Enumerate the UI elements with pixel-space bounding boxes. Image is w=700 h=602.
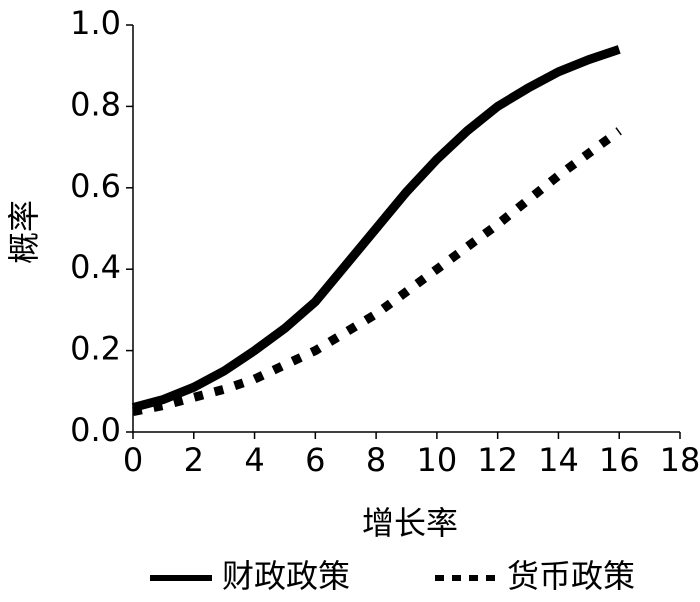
y-tick-label: 0.8: [70, 85, 121, 123]
x-tick-label: 14: [538, 441, 579, 479]
legend-label: 货币政策: [507, 557, 635, 595]
legend-label: 财政政策: [222, 557, 350, 595]
x-tick-label: 18: [660, 441, 700, 479]
series-line: [131, 45, 621, 412]
x-axis-label: 增长率: [362, 504, 458, 542]
x-tick-label: 16: [599, 441, 640, 479]
y-tick-label: 0.6: [70, 167, 121, 205]
x-tick-label: 8: [366, 441, 386, 479]
x-tick-label: 6: [305, 441, 325, 479]
x-tick-label: 10: [417, 441, 458, 479]
y-tick-label: 1.0: [70, 4, 121, 42]
y-tick-label: 0.4: [70, 248, 121, 286]
y-tick-label: 0.0: [70, 411, 121, 449]
y-tick-label: 0.2: [70, 330, 121, 368]
series-line: [132, 127, 622, 417]
x-tick-label: 12: [477, 441, 518, 479]
y-axis-label: 概率: [5, 200, 43, 264]
x-tick-label: 2: [184, 441, 204, 479]
x-tick-label: 0: [123, 441, 143, 479]
x-tick-label: 4: [244, 441, 264, 479]
